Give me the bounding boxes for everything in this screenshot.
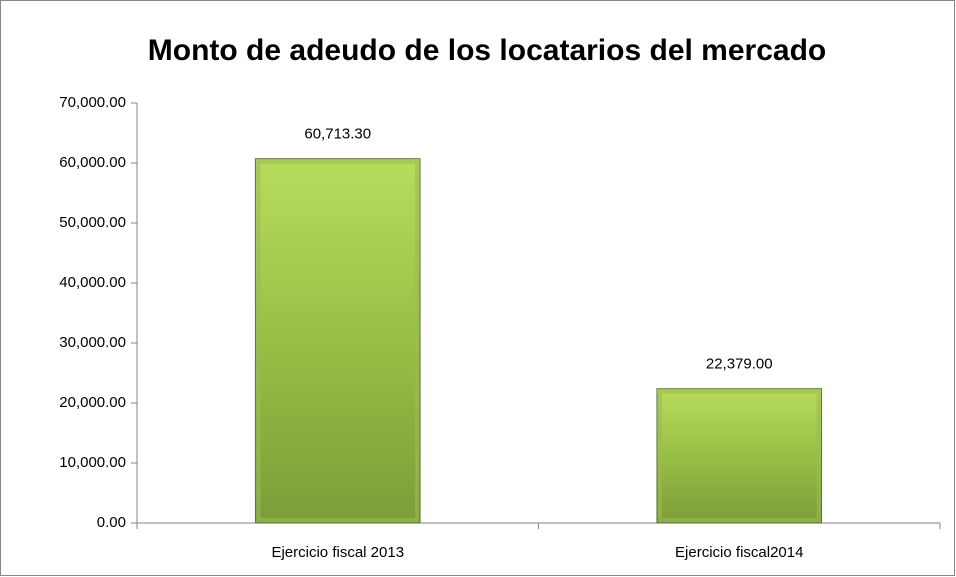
chart-title: Monto de adeudo de los locatarios del me… <box>148 34 826 67</box>
x-tick-label: Ejercicio fiscal 2013 <box>271 544 404 561</box>
y-tick-label: 30,000.00 <box>59 334 126 351</box>
bar-bevel <box>256 159 420 522</box>
y-tick-label: 40,000.00 <box>59 274 126 291</box>
y-tick-label: 0.00 <box>97 514 126 531</box>
value-label: 60,713.30 <box>304 126 371 143</box>
y-tick-label: 60,000.00 <box>59 154 126 171</box>
value-label: 22,379.00 <box>706 356 773 373</box>
x-tick-label: Ejercicio fiscal2014 <box>675 544 803 561</box>
y-tick-label: 70,000.00 <box>59 94 126 111</box>
bar <box>656 388 823 524</box>
bar-bevel <box>657 389 821 523</box>
y-tick-label: 20,000.00 <box>59 394 126 411</box>
bar <box>254 158 421 524</box>
y-tick-label: 10,000.00 <box>59 454 126 471</box>
y-tick-label: 50,000.00 <box>59 214 126 231</box>
